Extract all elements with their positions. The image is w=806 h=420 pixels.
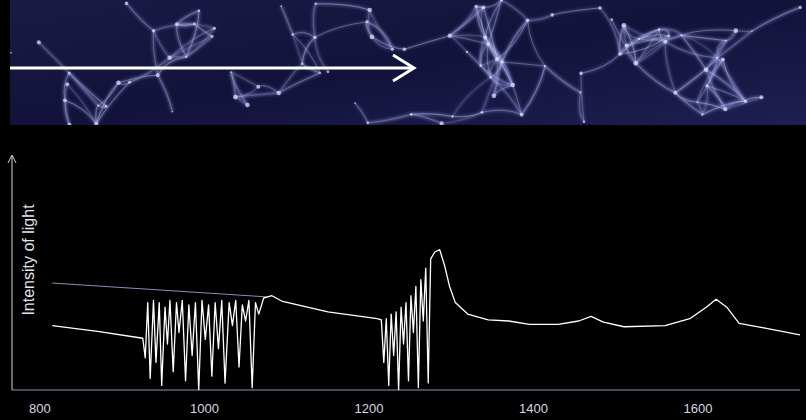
plot-area: [52, 250, 800, 390]
x-tick-label: 1000: [190, 401, 219, 416]
spectrum-line: [52, 283, 266, 297]
x-tick-label: 1600: [684, 401, 713, 416]
x-tick-label: 800: [29, 401, 51, 416]
x-axis: [12, 390, 800, 391]
spectrum-line: [52, 250, 800, 390]
cosmic-web-image: [10, 0, 806, 127]
y-axis-title: Intensity of light: [20, 204, 37, 316]
sightline-arrow: [10, 55, 414, 81]
x-tick-label: 1200: [355, 401, 384, 416]
background: [0, 0, 806, 420]
y-axis: [8, 155, 16, 390]
x-tick-label: 1400: [519, 401, 548, 416]
figure: 800 1000 1200 1400 1600 Intensity of light: [0, 0, 806, 420]
